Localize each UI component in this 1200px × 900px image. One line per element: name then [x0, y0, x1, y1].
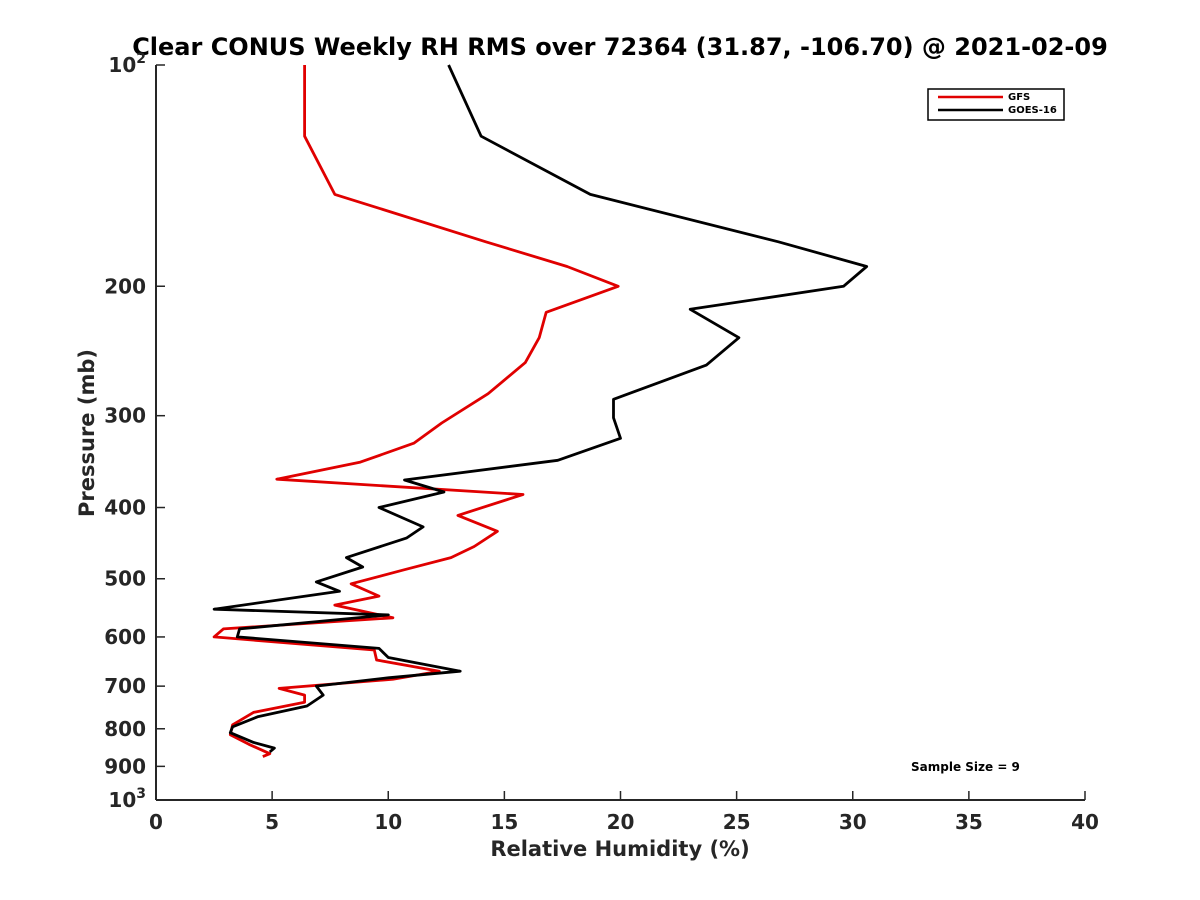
x-tick-label: 5	[265, 810, 279, 834]
y-tick-label: 800	[104, 717, 146, 741]
y-tick-label: 600	[104, 625, 146, 649]
x-tick-label: 40	[1071, 810, 1099, 834]
y-tick-label: 700	[104, 674, 146, 698]
y-tick-label-exponent: 2	[136, 51, 146, 67]
x-tick-label: 15	[490, 810, 518, 834]
y-tick-label-exponent: 3	[136, 786, 146, 802]
chart-title: Clear CONUS Weekly RH RMS over 72364 (31…	[132, 33, 1108, 61]
series-line-goes-16	[212, 64, 869, 753]
y-tick-label-base: 10	[108, 53, 136, 77]
x-tick-label: 30	[839, 810, 867, 834]
series-lines	[212, 64, 869, 758]
legend: GFS GOES-16	[927, 88, 1065, 121]
x-tick-label: 0	[149, 810, 163, 834]
legend-label-goes-16: GOES-16	[1008, 105, 1057, 116]
x-tick-label: 35	[955, 810, 983, 834]
y-axis-label: Pressure (mb)	[75, 349, 99, 517]
x-tick-label: 20	[607, 810, 635, 834]
plot-area: 0 5 10 15 20 25 30 35 40 10220030040050060070080…	[104, 51, 1099, 834]
x-tick-label: 10	[374, 810, 402, 834]
y-tick-label: 400	[104, 496, 146, 520]
y-tick-label: 103	[108, 786, 146, 812]
x-tick-label: 25	[723, 810, 751, 834]
legend-box	[927, 88, 1065, 121]
y-tick-label: 900	[104, 754, 146, 778]
y-tick-label-base: 10	[108, 788, 136, 812]
series-line-gfs	[212, 65, 620, 758]
x-ticks: 0 5 10 15 20 25 30 35 40	[149, 791, 1099, 834]
sample-size-annotation: Sample Size = 9	[911, 760, 1020, 774]
y-tick-label: 300	[104, 404, 146, 428]
legend-label-gfs: GFS	[1008, 92, 1030, 103]
y-tick-label: 500	[104, 567, 146, 591]
y-tick-label: 200	[104, 274, 146, 298]
y-tick-label: 102	[108, 51, 146, 77]
x-axis-label: Relative Humidity (%)	[490, 837, 749, 861]
